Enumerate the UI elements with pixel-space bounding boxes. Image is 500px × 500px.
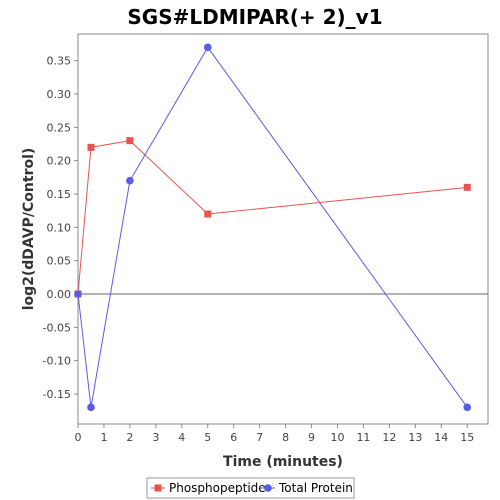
data-point-total-protein bbox=[126, 176, 134, 185]
x-tick-label: 6 bbox=[230, 431, 237, 444]
y-tick-label: 0.20 bbox=[47, 155, 72, 168]
x-tick-label: 11 bbox=[356, 431, 370, 444]
y-tick-label: 0.25 bbox=[47, 121, 72, 134]
y-tick-label: 0.30 bbox=[47, 88, 72, 101]
x-tick-label: 2 bbox=[126, 431, 133, 444]
x-tick-label: 12 bbox=[382, 431, 396, 444]
legend-box bbox=[146, 477, 355, 499]
data-point-phosphopeptide bbox=[463, 183, 471, 191]
chart-title: SGS#LDMIPAR(+ 2)_v1 bbox=[127, 5, 382, 29]
y-tick-label: 0.00 bbox=[47, 288, 72, 301]
legend: Phosphopeptide Total Protein bbox=[146, 477, 355, 499]
data-point-phosphopeptide bbox=[204, 210, 212, 218]
x-tick-label: 13 bbox=[408, 431, 422, 444]
x-tick-label: 9 bbox=[308, 431, 315, 444]
data-point-phosphopeptide bbox=[87, 143, 95, 151]
y-axis: -0.15 -0.10 -0.05 0.00 0.05 0.10 0.15 0.20 0.25 0… bbox=[43, 55, 78, 401]
x-tick-label: 15 bbox=[460, 431, 474, 444]
data-point-phosphopeptide bbox=[126, 137, 134, 145]
legend-marker-total-protein bbox=[264, 484, 272, 492]
legend-marker-phosphopeptide bbox=[154, 484, 162, 492]
y-tick-label: 0.15 bbox=[47, 188, 72, 201]
y-tick-label: 0.10 bbox=[47, 221, 72, 234]
plot-area bbox=[77, 33, 489, 425]
y-tick-label: 0.35 bbox=[47, 55, 72, 68]
data-point-total-protein bbox=[74, 290, 82, 298]
y-tick-label: 0.05 bbox=[47, 255, 72, 268]
data-point-total-protein bbox=[463, 403, 472, 412]
y-tick-label: -0.05 bbox=[43, 321, 71, 334]
x-axis-title: Time (minutes) bbox=[223, 454, 343, 470]
x-tick-label: 3 bbox=[152, 431, 159, 444]
x-axis: 0 1 2 3 4 5 6 7 8 9 10 11 12 13 14 15 bbox=[75, 424, 474, 444]
x-tick-label: 10 bbox=[330, 431, 344, 444]
data-point-total-protein bbox=[87, 403, 95, 412]
x-tick-label: 1 bbox=[100, 431, 107, 444]
x-tick-label: 5 bbox=[204, 431, 211, 444]
data-point-total-protein bbox=[203, 43, 212, 52]
x-tick-label: 4 bbox=[178, 431, 185, 444]
legend-label-phosphopeptide: Phosphopeptide bbox=[169, 481, 266, 495]
y-axis-title: log2(dDAVP/Control) bbox=[21, 148, 37, 311]
y-tick-label: -0.15 bbox=[43, 388, 71, 401]
series-layer bbox=[74, 43, 472, 412]
x-tick-label: 0 bbox=[75, 431, 82, 444]
x-tick-label: 8 bbox=[282, 431, 289, 444]
legend-label-total-protein: Total Protein bbox=[278, 481, 353, 495]
x-tick-label: 14 bbox=[434, 431, 448, 444]
x-tick-label: 7 bbox=[256, 431, 263, 444]
y-tick-label: -0.10 bbox=[43, 355, 71, 368]
